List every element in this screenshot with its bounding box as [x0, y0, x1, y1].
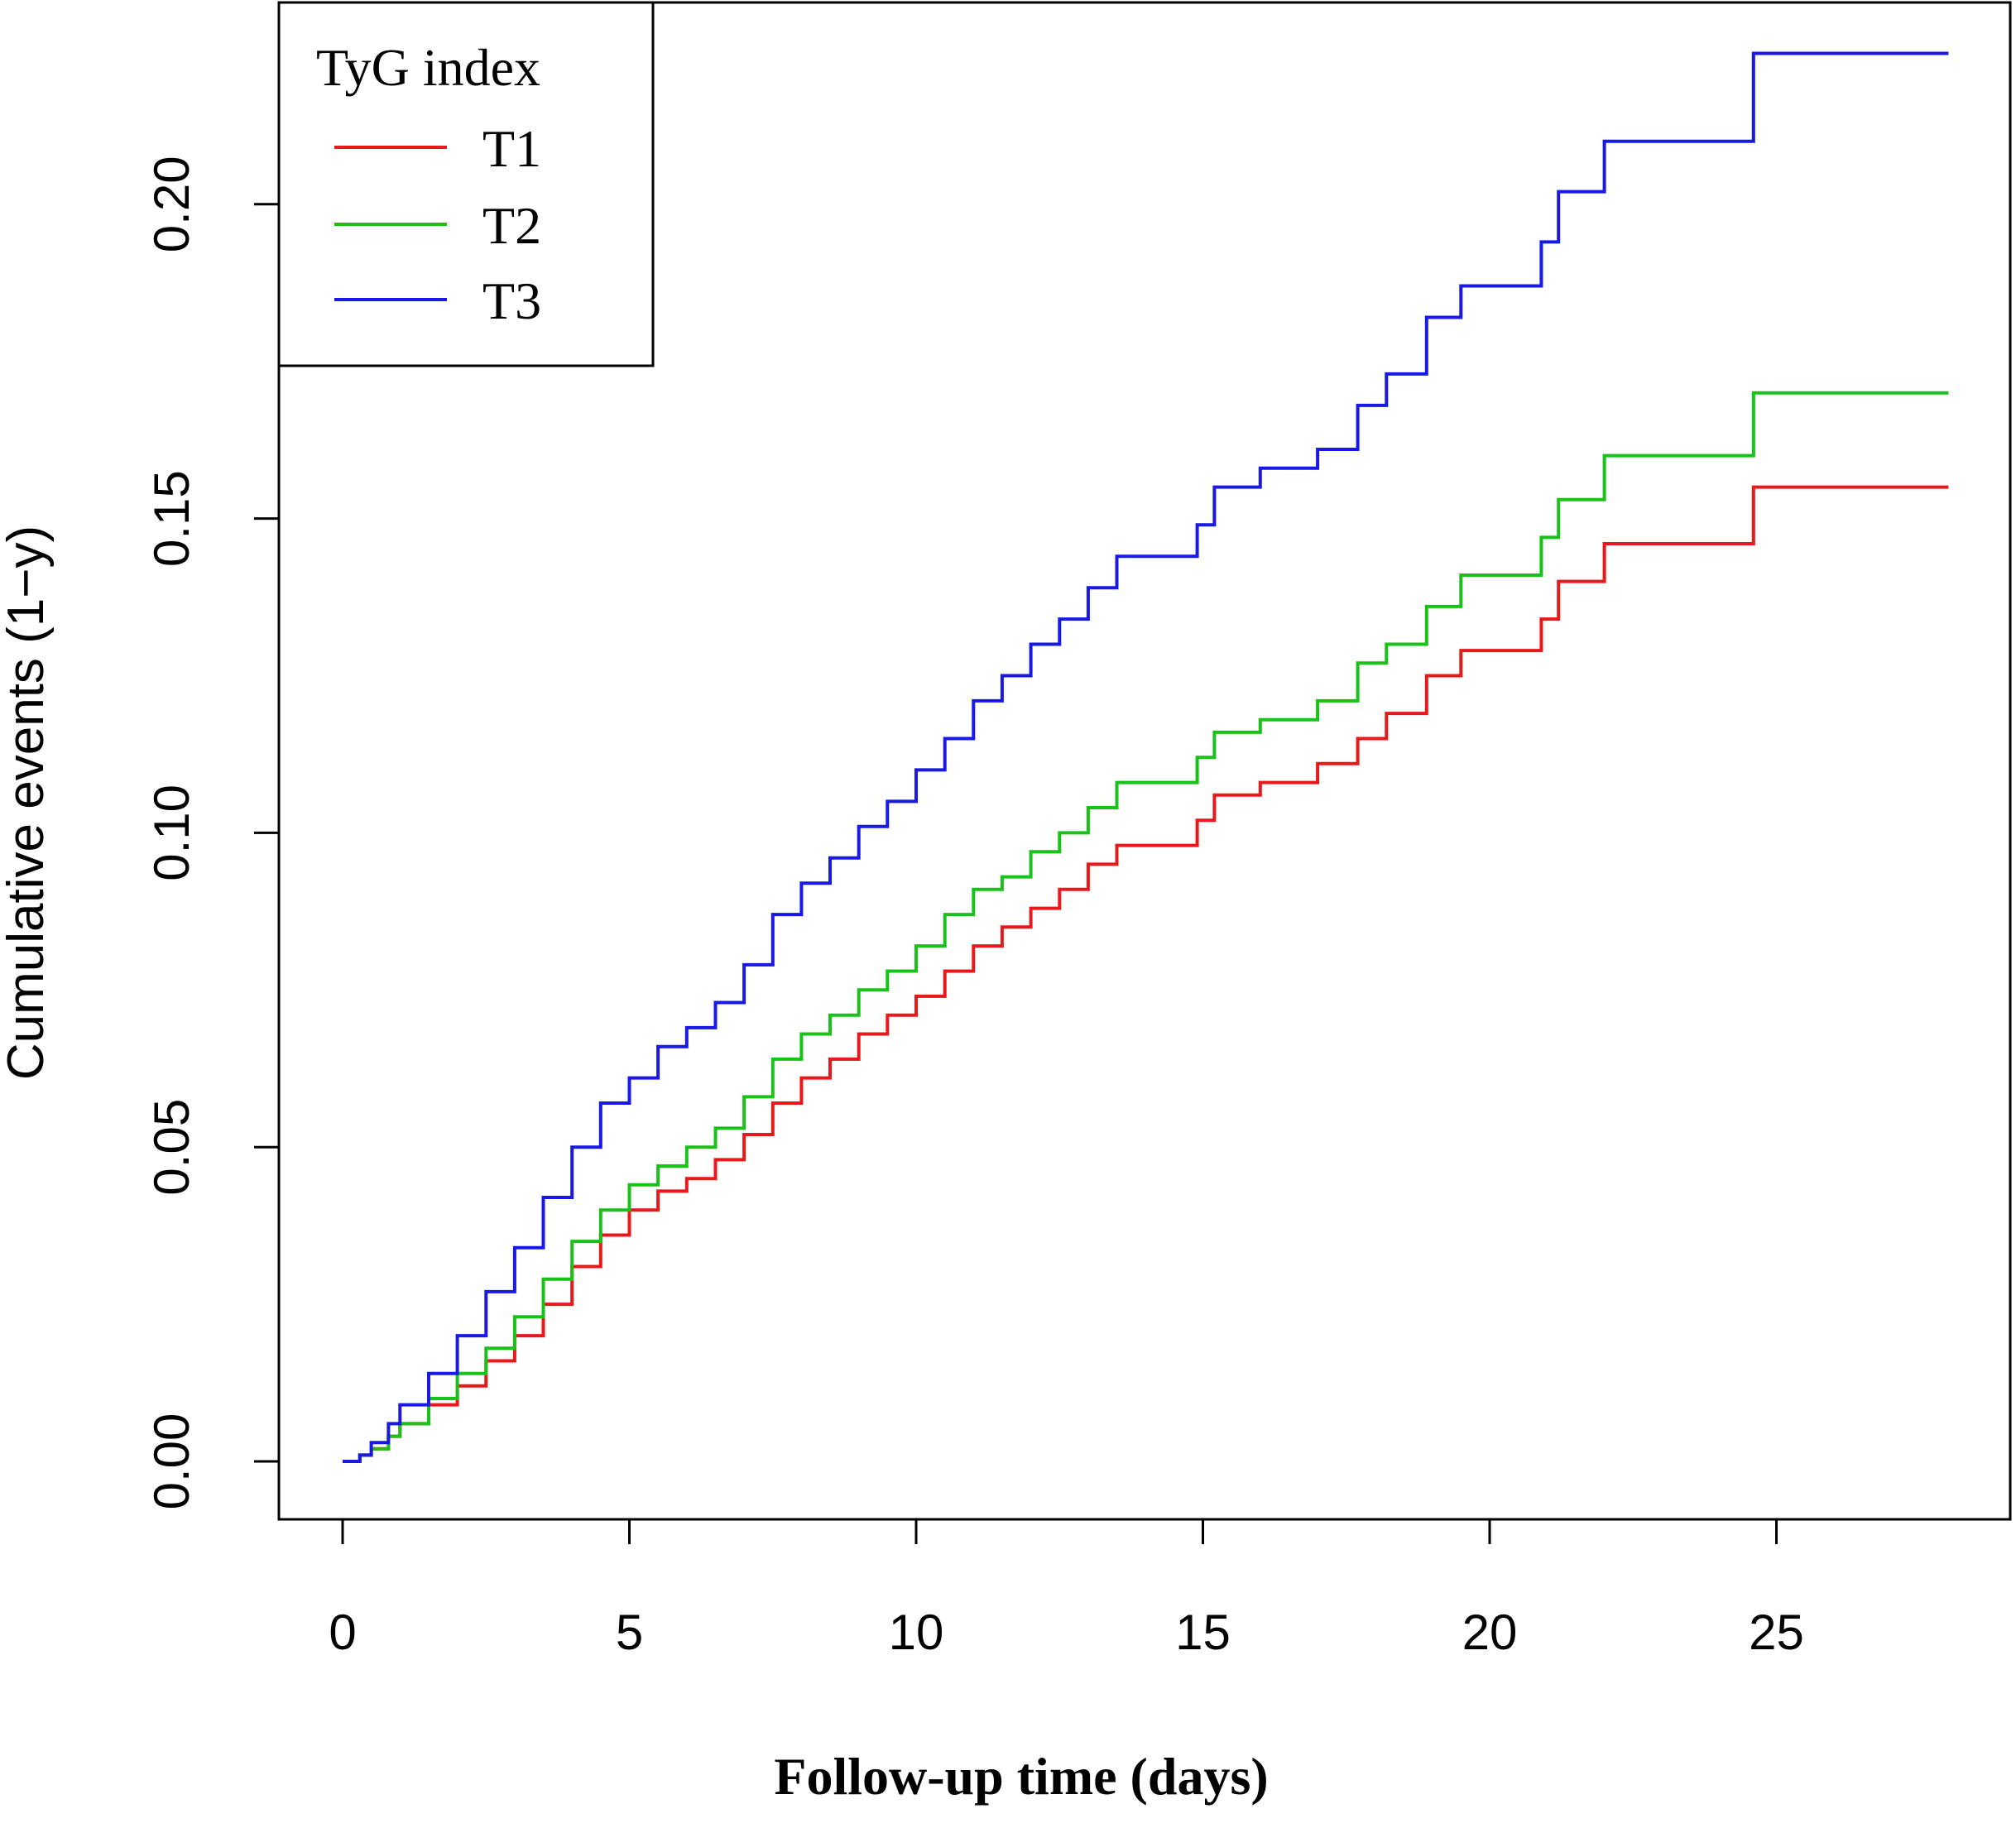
legend-entry-t3: T3 — [334, 271, 541, 330]
x-tick-label: 0 — [329, 1605, 356, 1660]
x-tick-label: 15 — [1175, 1605, 1231, 1660]
x-tick-label: 10 — [889, 1605, 944, 1660]
x-tick-label: 20 — [1462, 1605, 1518, 1660]
y-tick-label: 0.15 — [144, 470, 199, 567]
legend-label: T2 — [482, 196, 541, 255]
y-axis-title: Cumulative events (1−y) — [0, 525, 55, 1080]
y-tick-label: 0.20 — [144, 156, 199, 252]
series-line-t2 — [343, 391, 1949, 1463]
legend: TyG index T1 T2 T3 — [277, 1, 655, 367]
legend-entry-t1: T1 — [334, 119, 541, 178]
series-line-t3 — [343, 51, 1949, 1463]
legend-label: T1 — [482, 119, 541, 178]
y-tick-label: 0.00 — [144, 1413, 199, 1510]
legend-box — [277, 1, 655, 367]
y-tick-label: 0.05 — [144, 1099, 199, 1196]
y-tick-label: 0.10 — [144, 784, 199, 881]
legend-label: T3 — [482, 271, 541, 330]
y-axis: 0.00 0.05 0.10 0.15 0.20 — [144, 156, 281, 1510]
legend-entry-t2: T2 — [334, 196, 541, 255]
x-axis-title: Follow-up time (days) — [774, 1747, 1268, 1806]
series-layer — [343, 51, 1949, 1463]
x-tick-label: 25 — [1749, 1605, 1804, 1660]
legend-title: TyG index — [316, 38, 540, 97]
x-axis: 0 5 10 15 20 25 — [329, 1518, 1804, 1660]
x-tick-label: 5 — [616, 1605, 643, 1660]
legend-entries: T1 T2 T3 — [334, 119, 541, 330]
